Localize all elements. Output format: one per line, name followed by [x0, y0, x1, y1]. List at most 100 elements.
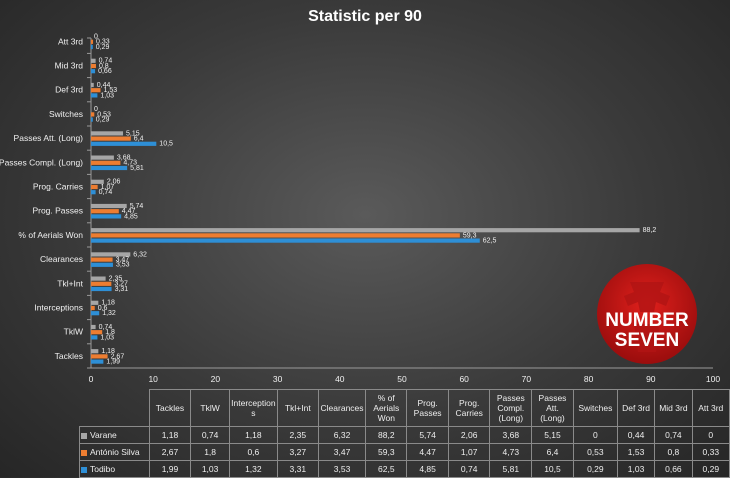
value-label: 88,2 [643, 227, 657, 234]
bar [91, 160, 121, 165]
table-cell: 1,8 [190, 443, 230, 461]
table-header-cell: Tackles [148, 389, 192, 427]
chart-title: Statistic per 90 [308, 8, 422, 25]
table-cell: 0,33 [691, 443, 730, 461]
table-cell: 0,74 [654, 426, 693, 444]
bar [91, 58, 96, 63]
value-label: 0 [94, 34, 98, 41]
value-label: 1,99 [106, 359, 120, 366]
x-tick-label: 40 [335, 374, 345, 384]
bar [91, 335, 98, 340]
table-cell: 0,74 [447, 460, 491, 478]
category-label: Tackles [55, 351, 83, 361]
bar [91, 44, 93, 50]
series-legend-label: António Silva [79, 443, 150, 461]
devil-icon [624, 282, 670, 312]
bar [91, 262, 113, 267]
bar [91, 179, 104, 184]
category-label: Interceptions [34, 303, 83, 313]
x-tick-labels: 0 10 20 30 40 50 60 70 80 90 100 [89, 374, 721, 384]
series-legend-label: Todibo [79, 460, 150, 478]
bar [91, 131, 124, 136]
table-cell: 6,4 [531, 443, 574, 461]
bar [91, 228, 640, 233]
table-header-cell: Switches [572, 389, 618, 427]
table-header-cell: Interception s [228, 389, 278, 427]
bar-chart: Tackles TklW Interceptions Tkl+Int Clearance… [0, 34, 721, 385]
table-corner [80, 390, 150, 427]
bar [91, 88, 101, 93]
value-label: 5,15 [126, 130, 140, 137]
table-cell: 3,68 [489, 426, 533, 444]
table-cell: 1,53 [616, 443, 656, 461]
value-label: 1,03 [100, 92, 114, 99]
table-header-cell: Tkl+Int [276, 389, 319, 427]
table-header-cell: Passes Compl. (Long) [489, 389, 533, 427]
table-cell: 0 [691, 426, 730, 444]
table-cell: 4,85 [406, 460, 449, 478]
x-tick-label: 10 [148, 374, 158, 384]
value-label: 3,27 [114, 281, 128, 288]
logo-circle [597, 264, 697, 364]
bar [91, 349, 99, 354]
category-label: TklW [64, 327, 83, 337]
value-label: 2,06 [107, 179, 121, 186]
bar [91, 82, 94, 88]
x-tick-label: 70 [522, 374, 532, 384]
bar [91, 281, 112, 286]
logo-text-seven: SEVEN [615, 330, 679, 351]
table-cell: 0,66 [654, 460, 693, 478]
bar [91, 136, 131, 141]
value-label: 2,67 [111, 353, 125, 360]
table-cell: 1,03 [616, 460, 656, 478]
value-label: 4,85 [124, 213, 138, 220]
bar [91, 330, 103, 335]
value-label: 0,66 [98, 68, 112, 75]
x-tick-label: 80 [584, 374, 594, 384]
bar [91, 63, 96, 69]
value-label: 1,32 [102, 310, 116, 317]
bars [91, 39, 640, 364]
value-label: 1,18 [101, 300, 115, 307]
table-cell: 5,15 [531, 426, 574, 444]
value-label: 6,32 [133, 251, 147, 258]
table-cell: 2,06 [447, 426, 491, 444]
category-label: Passes Att. (Long) [14, 133, 84, 143]
bar [91, 359, 104, 364]
table-cell: 10,5 [531, 460, 574, 478]
bar [91, 184, 98, 190]
category-labels: Tackles TklW Interceptions Tkl+Int Clearance… [0, 36, 84, 361]
table-cell: 62,5 [365, 460, 408, 478]
table-cell: 0 [572, 426, 618, 444]
x-tick-label: 90 [646, 374, 656, 384]
legend-swatch [81, 432, 87, 439]
table-cell: 1,18 [228, 426, 278, 444]
bar [91, 233, 460, 238]
table-cell: 0,8 [654, 443, 693, 461]
value-label: 0,29 [96, 117, 110, 124]
bar [91, 69, 96, 74]
bar [91, 324, 96, 330]
table-cell: 4,47 [406, 443, 449, 461]
x-tick-label: 60 [459, 374, 469, 384]
table-row: Todibo 1,99 1,03 1,32 3,31 3,53 62,5 4,85 0,74 5,… [79, 460, 730, 478]
value-label: 5,74 [130, 203, 144, 210]
table-cell: 59,3 [365, 443, 408, 461]
bar [91, 311, 100, 316]
value-label: 4,73 [123, 160, 137, 167]
category-label: Def 3rd [55, 85, 83, 95]
bar [91, 209, 119, 214]
table-cell: 0,44 [616, 426, 656, 444]
value-label: 1,07 [101, 184, 115, 191]
value-label: 3,47 [116, 257, 130, 264]
bar [91, 354, 108, 359]
category-label: Att 3rd [58, 36, 83, 46]
bar [91, 286, 112, 292]
table-header-cell: Mid 3rd [654, 389, 693, 427]
series-legend-label: Varane [79, 426, 150, 444]
table-cell: 6,32 [317, 426, 367, 444]
bar [91, 93, 98, 98]
value-label: 0,44 [97, 82, 111, 89]
value-label: 2,35 [109, 276, 123, 283]
table-cell: 1,99 [148, 460, 192, 478]
